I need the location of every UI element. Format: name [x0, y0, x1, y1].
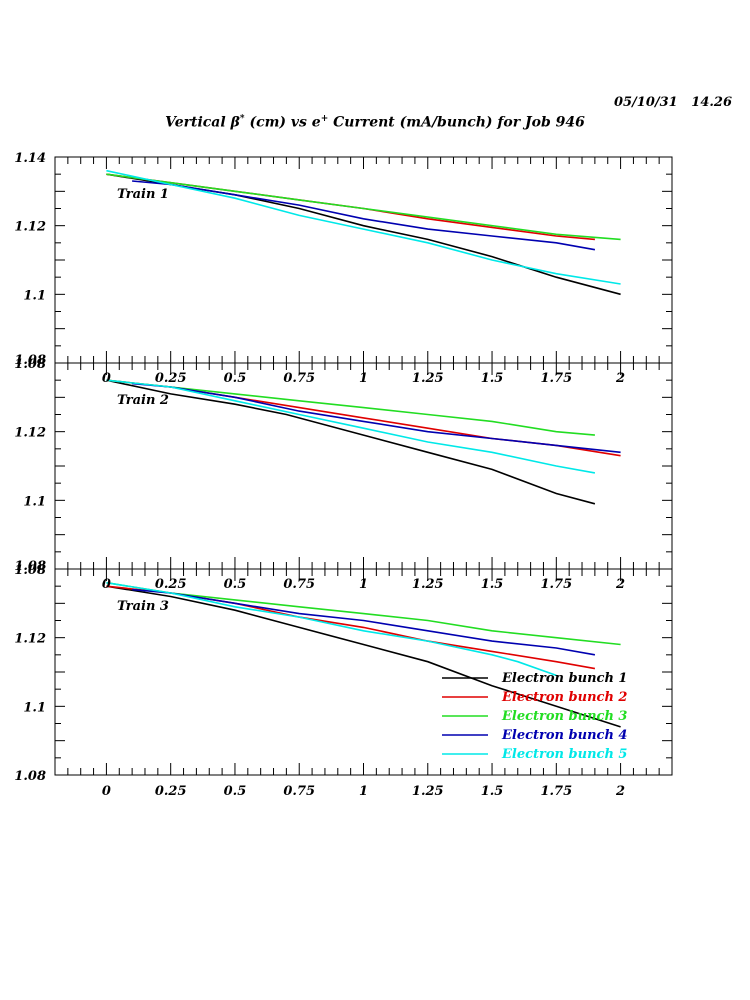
- panel-label: Train 1: [117, 187, 169, 202]
- x-tick-label: 0.5: [224, 784, 247, 799]
- series-line: [106, 581, 621, 646]
- y-tick-label: 1.1: [23, 700, 46, 715]
- x-tick-label: 0.5: [224, 577, 247, 592]
- x-tick-label: 0.25: [155, 784, 187, 799]
- x-tick-label: 0: [102, 577, 111, 592]
- legend-label: Electron bunch 1: [501, 671, 627, 686]
- panel-label: Train 2: [117, 393, 169, 408]
- series-line: [132, 382, 621, 454]
- x-tick-label: 1.25: [412, 784, 444, 799]
- x-tick-label: 2: [615, 784, 625, 799]
- series-line: [106, 173, 621, 241]
- y-tick-label: 1.08: [14, 353, 46, 368]
- x-tick-label: 1.75: [540, 784, 572, 799]
- legend-label: Electron bunch 3: [501, 709, 627, 724]
- x-tick-label: 1.5: [481, 577, 504, 592]
- x-tick-label: 0.75: [283, 371, 315, 386]
- legend-label: Electron bunch 5: [501, 747, 627, 762]
- x-tick-label: 1.75: [540, 577, 572, 592]
- series-line: [106, 379, 596, 474]
- x-tick-label: 1: [359, 784, 368, 799]
- series-line: [132, 588, 596, 656]
- x-tick-label: 0.5: [224, 371, 247, 386]
- y-tick-label: 1.08: [14, 563, 46, 578]
- y-tick-label: 1.08: [14, 559, 46, 574]
- x-tick-label: 1.5: [481, 371, 504, 386]
- x-tick-label: 1: [359, 577, 368, 592]
- x-tick-label: 0: [102, 784, 111, 799]
- x-tick-label: 0.25: [155, 577, 187, 592]
- x-tick-label: 1.5: [481, 784, 504, 799]
- legend-label: Electron bunch 2: [501, 690, 627, 705]
- y-tick-label: 1.08: [14, 357, 46, 372]
- y-tick-label: 1.12: [14, 632, 46, 647]
- y-tick-label: 1.12: [14, 426, 46, 441]
- timestamp: 05/10/31 14.26: [613, 95, 732, 110]
- x-tick-label: 0: [102, 371, 111, 386]
- x-tick-label: 1: [359, 371, 368, 386]
- chart-title: Vertical β* (cm) vs e+ Current (mA/bunch…: [165, 114, 585, 131]
- x-tick-label: 2: [615, 577, 625, 592]
- panel-label: Train 3: [117, 599, 169, 614]
- x-tick-label: 0.25: [155, 371, 187, 386]
- y-tick-label: 1.12: [14, 220, 46, 235]
- x-tick-label: 0.75: [283, 784, 315, 799]
- series-line: [106, 585, 621, 728]
- x-tick-label: 1.25: [412, 371, 444, 386]
- y-tick-label: 1.08: [14, 769, 46, 784]
- y-tick-label: 1.1: [23, 494, 46, 509]
- x-tick-label: 0.75: [283, 577, 315, 592]
- y-tick-label: 1.14: [14, 151, 46, 166]
- series-line: [106, 169, 621, 285]
- x-tick-label: 2: [615, 371, 625, 386]
- legend-label: Electron bunch 4: [501, 728, 627, 743]
- series-line: [106, 581, 557, 677]
- series-line: [132, 180, 596, 251]
- series-line: [106, 379, 596, 505]
- x-tick-label: 1.25: [412, 577, 444, 592]
- y-tick-label: 1.1: [23, 288, 46, 303]
- series-line: [106, 379, 595, 436]
- x-tick-label: 1.75: [540, 371, 572, 386]
